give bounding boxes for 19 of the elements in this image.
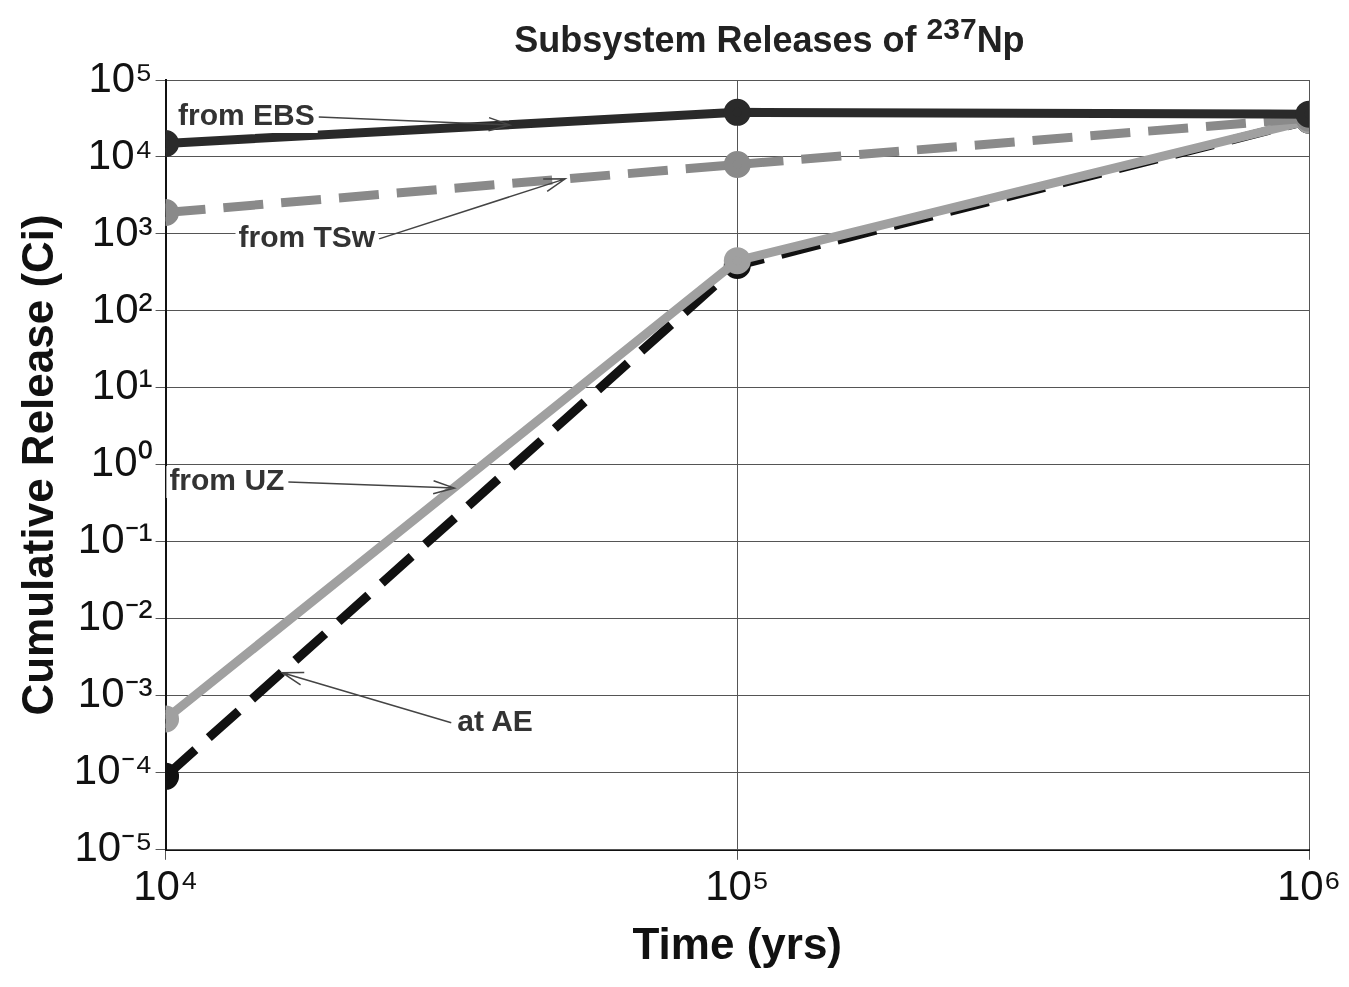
- y-tick-label: 10⁵: [88, 53, 153, 101]
- annotation: from TSw: [238, 220, 376, 254]
- y-tick-label: 10⁻⁴: [73, 746, 153, 794]
- annotation: from EBS: [178, 98, 315, 132]
- y-tick-label: 10⁻³: [77, 669, 153, 717]
- y-axis-title: Cumulative Release (Ci): [12, 214, 62, 716]
- y-tick-label: 10⁻²: [77, 592, 153, 640]
- annotation: from UZ: [169, 463, 285, 497]
- chart-title: Subsystem Releases of $^{237}$Np: [514, 12, 1025, 60]
- x-tick-label: 10⁵: [705, 861, 770, 909]
- y-tick-label: 10³: [91, 207, 153, 255]
- y-tick-label: 10¹: [91, 361, 153, 409]
- annotation: at AE: [457, 703, 533, 737]
- y-tick-label: 10⁴: [87, 130, 153, 178]
- x-axis-title: Time (yrs): [632, 918, 843, 968]
- y-tick-label: 10⁰: [90, 438, 153, 486]
- y-tick-label: 10²: [91, 284, 153, 332]
- x-tick-label: 10⁶: [1276, 861, 1342, 909]
- y-tick-label: 10⁻¹: [77, 515, 153, 563]
